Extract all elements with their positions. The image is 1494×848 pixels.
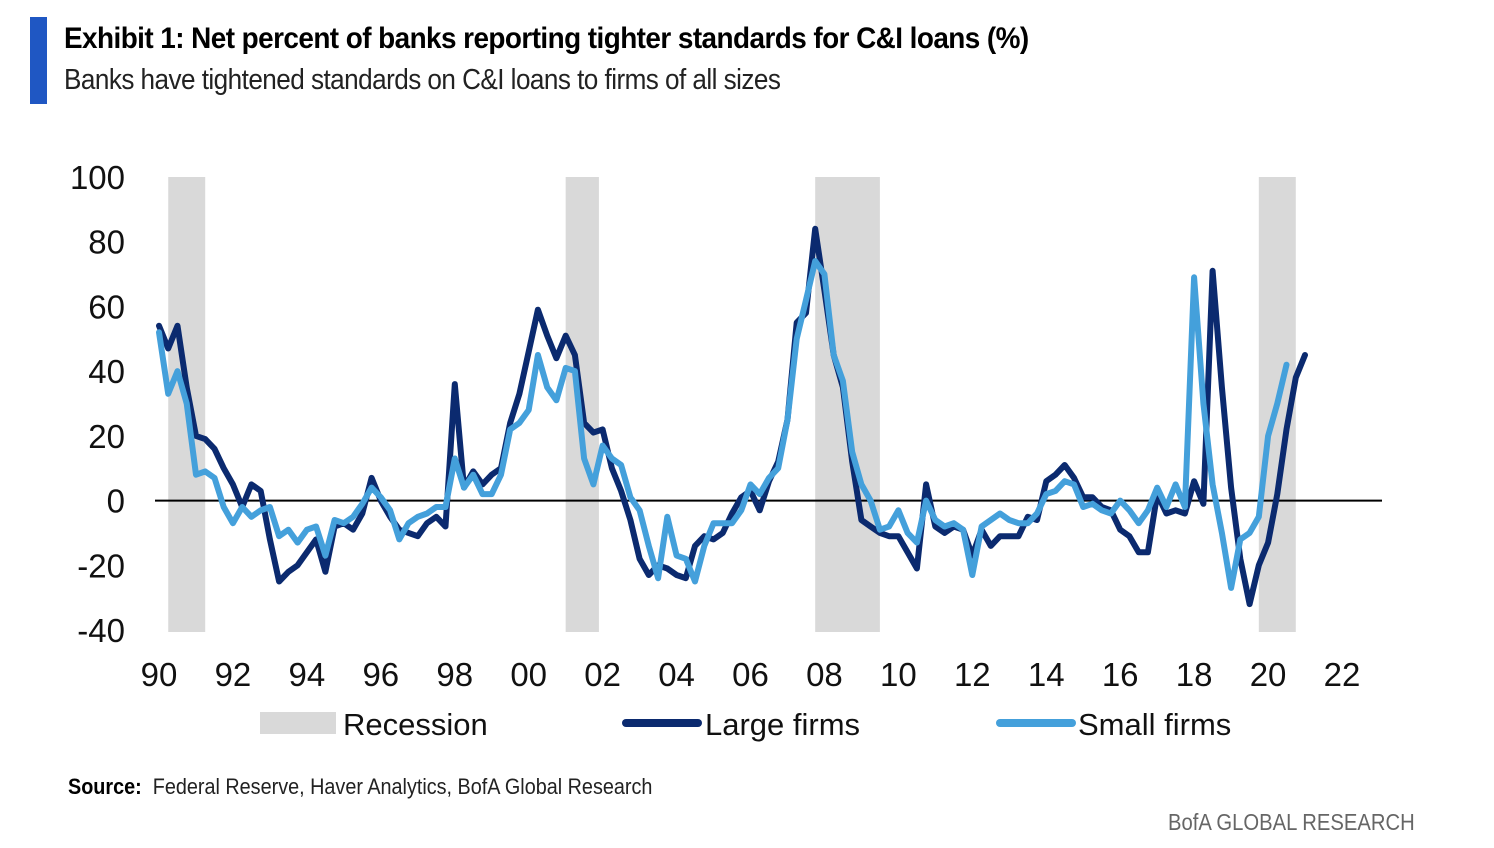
y-tick-label: 0 xyxy=(107,483,125,520)
y-tick-label: 60 xyxy=(88,288,125,325)
x-tick-label: 18 xyxy=(1176,656,1213,693)
x-tick-label: 20 xyxy=(1250,656,1287,693)
chart-title: Exhibit 1: Net percent of banks reportin… xyxy=(64,22,1029,55)
chart-subtitle: Banks have tightened standards on C&I lo… xyxy=(64,64,781,96)
legend: Recession Large firms Small firms xyxy=(260,707,1231,742)
y-tick-label: 20 xyxy=(88,418,125,455)
x-tick-label: 12 xyxy=(954,656,991,693)
x-tick-label: 94 xyxy=(289,656,326,693)
x-tick-label: 04 xyxy=(658,656,695,693)
legend-large-firms-label: Large firms xyxy=(705,707,860,742)
x-tick-label: 16 xyxy=(1102,656,1139,693)
x-tick-label: 08 xyxy=(806,656,843,693)
x-tick-label: 06 xyxy=(732,656,769,693)
source-label: Source: xyxy=(68,774,142,799)
source-note: Source: Federal Reserve, Haver Analytics… xyxy=(68,774,652,800)
series-line-large-firms xyxy=(156,225,1308,608)
y-tick-label: 40 xyxy=(88,353,125,390)
y-tick-label: 80 xyxy=(88,224,125,261)
y-tick-label: 100 xyxy=(70,159,125,196)
series-line-small-firms xyxy=(156,258,1290,591)
x-tick-label: 92 xyxy=(215,656,252,693)
x-tick-label: 96 xyxy=(362,656,399,693)
x-tick-label: 02 xyxy=(584,656,621,693)
x-axis-ticks: 90 92 94 96 98 00 02 04 06 08 10 12 14 16 18 20 22 xyxy=(141,656,1361,693)
accent-bar xyxy=(30,17,47,104)
y-tick-label: -20 xyxy=(77,547,125,584)
x-tick-label: 90 xyxy=(141,656,178,693)
legend-recession-label: Recession xyxy=(343,707,488,742)
y-tick-label: -40 xyxy=(77,612,125,649)
series-lines xyxy=(156,225,1308,608)
legend-recession-swatch xyxy=(260,712,336,734)
legend-small-firms-label: Small firms xyxy=(1078,707,1231,742)
x-tick-label: 10 xyxy=(880,656,917,693)
x-tick-label: 14 xyxy=(1028,656,1065,693)
brand-label: BofA GLOBAL RESEARCH xyxy=(1168,809,1415,835)
x-tick-label: 98 xyxy=(436,656,473,693)
x-tick-label: 00 xyxy=(510,656,547,693)
x-tick-label: 22 xyxy=(1324,656,1361,693)
source-text: Federal Reserve, Haver Analytics, BofA G… xyxy=(152,774,653,799)
y-axis-ticks: 100 80 60 40 20 0 -20 -40 xyxy=(70,159,125,649)
recession-bands xyxy=(168,177,1296,632)
